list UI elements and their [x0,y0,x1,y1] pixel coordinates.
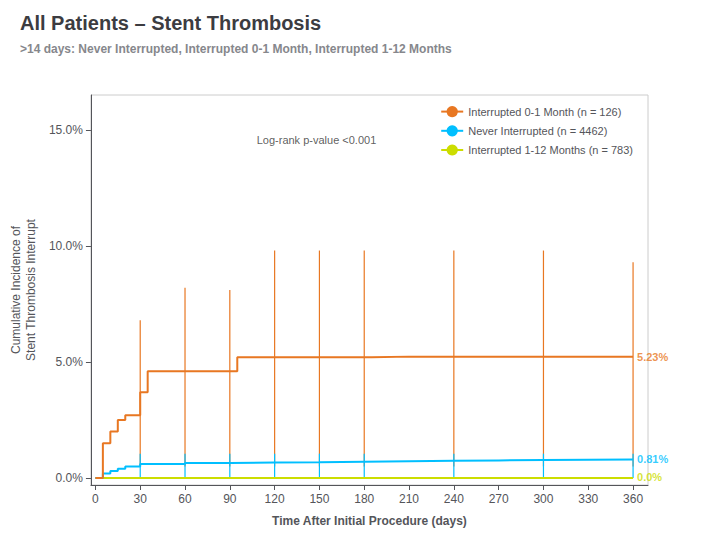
svg-text:150: 150 [309,492,329,506]
svg-text:0.81%: 0.81% [637,453,668,465]
svg-text:5.23%: 5.23% [637,351,668,363]
svg-text:240: 240 [444,492,464,506]
svg-text:Cumulative Incidence of: Cumulative Incidence of [9,225,23,354]
svg-text:0.0%: 0.0% [637,471,662,483]
svg-text:15.0%: 15.0% [49,123,83,137]
svg-text:>14 days: Never Interrupted, I: >14 days: Never Interrupted, Interrupted… [20,42,452,56]
svg-text:Log-rank p-value <0.001: Log-rank p-value <0.001 [257,134,377,146]
svg-text:300: 300 [533,492,553,506]
svg-text:Stent Thrombosis Interrupt: Stent Thrombosis Interrupt [24,218,38,361]
svg-text:Interrupted 1-12 Months (n = 7: Interrupted 1-12 Months (n = 783) [468,144,633,156]
svg-text:90: 90 [223,492,237,506]
svg-text:10.0%: 10.0% [49,239,83,253]
svg-text:0: 0 [92,492,99,506]
svg-text:270: 270 [489,492,509,506]
svg-text:Time After Initial Procedure (: Time After Initial Procedure (days) [272,514,467,528]
svg-text:120: 120 [265,492,285,506]
svg-text:Interrupted 0-1 Month (n = 126: Interrupted 0-1 Month (n = 126) [468,106,621,118]
svg-text:Never Interrupted (n = 4462): Never Interrupted (n = 4462) [468,125,607,137]
svg-text:60: 60 [178,492,192,506]
svg-text:180: 180 [354,492,374,506]
svg-text:0.0%: 0.0% [56,471,84,485]
svg-text:All Patients – Stent Thrombosi: All Patients – Stent Thrombosis [20,12,321,34]
svg-text:5.0%: 5.0% [56,355,84,369]
svg-text:360: 360 [623,492,643,506]
svg-text:330: 330 [578,492,598,506]
svg-text:30: 30 [134,492,148,506]
svg-text:210: 210 [399,492,419,506]
